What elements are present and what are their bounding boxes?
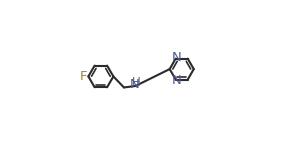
Text: H: H xyxy=(131,76,140,89)
Text: N: N xyxy=(130,78,140,91)
Text: F: F xyxy=(80,70,88,83)
Text: N: N xyxy=(172,74,181,87)
Text: N: N xyxy=(172,51,181,64)
